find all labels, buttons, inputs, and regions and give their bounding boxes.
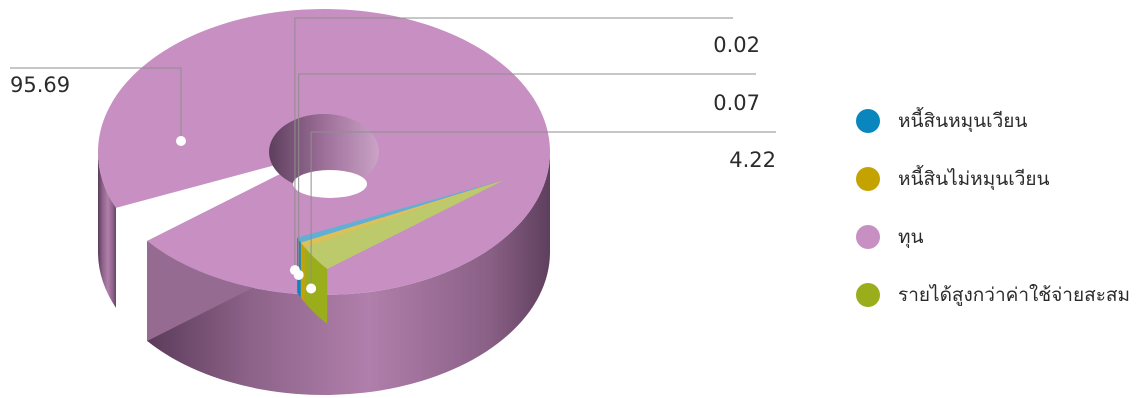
legend-label: รายได้สูงกว่าค่าใช้จ่ายสะสม <box>898 284 1131 306</box>
leader-dot-ทุน <box>176 136 186 146</box>
leader-dot-รายได้สูงกว่าค่าใช้จ่ายสะสม <box>306 283 317 294</box>
legend-item: หนี้สินไม่หมุนเวียน <box>856 150 1130 208</box>
data-label-ทุน: 95.69 <box>10 73 70 97</box>
data-label-หนี้สินไม่หมุนเวียน: 0.07 <box>713 91 760 115</box>
legend-label: หนี้สินไม่หมุนเวียน <box>898 168 1050 190</box>
leader-dot-หนี้สินหมุนเวียน <box>289 265 300 276</box>
donut-hole-inner <box>293 170 367 198</box>
legend-swatch <box>856 283 880 307</box>
legend-item: รายได้สูงกว่าค่าใช้จ่ายสะสม <box>856 266 1130 324</box>
data-label-หนี้สินหมุนเวียน: 0.02 <box>713 33 760 57</box>
leader-line-ทุน <box>10 67 182 141</box>
legend: หนี้สินหมุนเวียนหนี้สินไม่หมุนเวียนทุนรา… <box>856 92 1130 324</box>
leader-line-หนี้สินไม่หมุนเวียน <box>298 73 756 275</box>
donut-hole <box>269 114 379 190</box>
leader-line-หนี้สินหมุนเวียน <box>294 17 733 271</box>
legend-swatch <box>856 225 880 249</box>
slice-top-หนี้สินหมุนเวียน <box>297 180 504 243</box>
data-label-รายได้สูงกว่าค่าใช้จ่ายสะสม: 4.22 <box>729 148 776 172</box>
legend-swatch <box>856 109 880 133</box>
legend-item: ทุน <box>856 208 1130 266</box>
legend-swatch <box>856 167 880 191</box>
legend-label: ทุน <box>898 226 924 248</box>
slice-side-ทุน <box>98 152 116 308</box>
slice-side-ทุน <box>147 152 550 395</box>
slice-side-รายได้สูงกว่าค่าใช้จ่ายสะสม <box>304 247 328 325</box>
legend-label: หนี้สินหมุนเวียน <box>898 110 1028 132</box>
slice-top-รายได้สูงกว่าค่าใช้จ่ายสะสม <box>304 180 504 270</box>
slice-top-หนี้สินไม่หมุนเวียน <box>300 180 504 248</box>
legend-item: หนี้สินหมุนเวียน <box>856 92 1130 150</box>
leader-line-รายได้สูงกว่าค่าใช้จ่ายสะสม <box>310 131 776 289</box>
